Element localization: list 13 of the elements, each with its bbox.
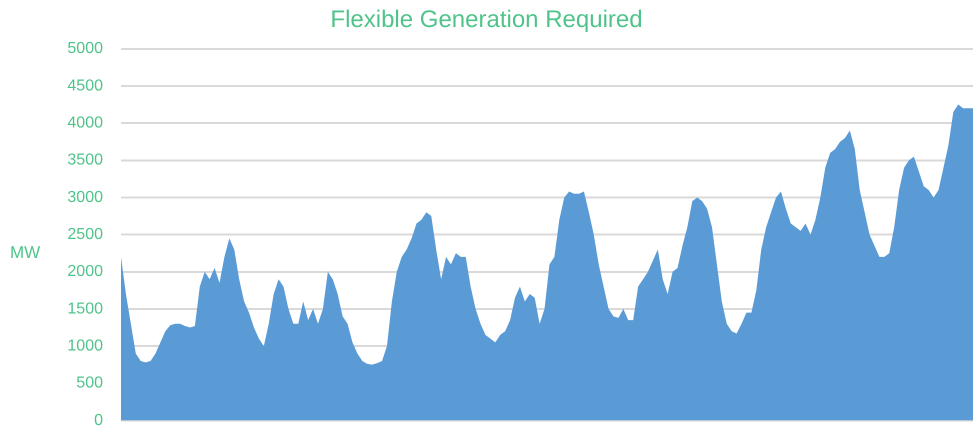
y-tick-label: 2000 — [67, 263, 104, 280]
y-tick-label: 500 — [76, 374, 104, 392]
y-tick-label: 4500 — [67, 77, 104, 94]
y-tick-label: 4000 — [67, 114, 104, 132]
y-tick-label: 0 — [94, 412, 104, 429]
y-tick-label: 3000 — [67, 188, 104, 206]
y-tick-label: 1000 — [67, 337, 104, 354]
y-axis-title: MW — [10, 243, 40, 263]
y-tick-label: 5000 — [67, 40, 104, 58]
chart-title: Flexible Generation Required — [330, 6, 643, 34]
y-tick-label: 3500 — [67, 152, 104, 169]
y-tick-label: 2500 — [67, 226, 104, 244]
y-tick-label: 1500 — [67, 300, 104, 318]
